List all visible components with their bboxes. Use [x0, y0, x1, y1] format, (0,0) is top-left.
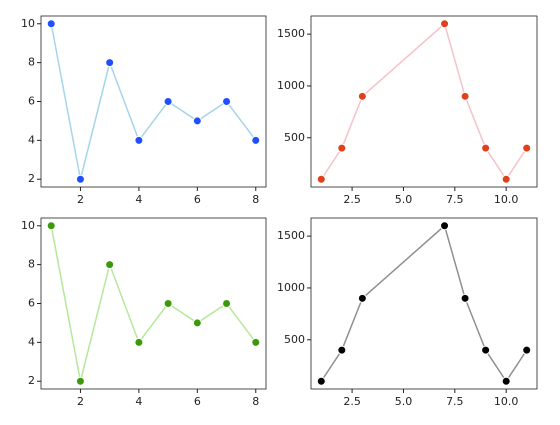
axes-frame — [310, 15, 538, 188]
marker — [105, 260, 115, 270]
marker — [481, 345, 491, 355]
marker — [251, 337, 261, 347]
x-tick-label: 2 — [77, 193, 84, 206]
y-tick-label: 500 — [284, 131, 305, 144]
axes-frame — [40, 15, 267, 188]
marker — [192, 318, 202, 328]
y-tick-label: 500 — [284, 333, 305, 346]
line — [320, 224, 528, 383]
marker — [75, 376, 85, 386]
marker — [501, 376, 511, 386]
line — [50, 225, 257, 382]
marker — [163, 299, 173, 308]
y-tick-label: 4 — [28, 133, 35, 146]
x-tick-label: 6 — [194, 395, 201, 408]
marker — [251, 135, 261, 145]
y-tick-label: 8 — [28, 258, 35, 271]
marker — [46, 221, 56, 231]
x-tick-label: 2.5 — [343, 395, 361, 408]
marker — [163, 97, 173, 106]
y-tick-label: 1500 — [277, 27, 305, 40]
marker — [134, 337, 144, 347]
y-tick-label: 6 — [28, 297, 35, 310]
y-tick-label: 10 — [21, 219, 35, 232]
x-tick-label: 10.0 — [494, 193, 519, 206]
x-tick-label: 7.5 — [446, 193, 464, 206]
x-tick-label: 4 — [135, 193, 142, 206]
y-tick-label: 1000 — [277, 281, 305, 294]
x-tick-label: 4 — [135, 395, 142, 408]
x-tick-label: 5.0 — [395, 193, 413, 206]
marker — [105, 58, 115, 68]
y-tick-label: 4 — [28, 335, 35, 348]
x-tick-label: 2 — [77, 395, 84, 408]
marker — [316, 376, 326, 386]
marker — [337, 345, 347, 355]
x-tick-label: 6 — [194, 193, 201, 206]
marker — [522, 345, 532, 355]
y-tick-label: 10 — [21, 17, 35, 30]
marker — [501, 174, 511, 184]
marker — [460, 91, 470, 101]
marker — [134, 135, 144, 145]
marker — [75, 174, 85, 184]
y-tick-label: 8 — [28, 56, 35, 69]
axes-frame — [40, 217, 267, 390]
marker — [357, 91, 367, 101]
x-tick-label: 5.0 — [395, 395, 413, 408]
y-tick-label: 2 — [28, 374, 35, 387]
x-tick-label: 10.0 — [494, 395, 519, 408]
y-tick-label: 1000 — [277, 79, 305, 92]
marker — [440, 221, 450, 231]
x-tick-label: 2.5 — [343, 193, 361, 206]
marker — [222, 97, 232, 106]
marker — [460, 293, 470, 303]
marker — [192, 116, 202, 126]
y-tick-label: 1500 — [277, 229, 305, 242]
axes-frame — [310, 217, 538, 390]
marker — [46, 19, 56, 29]
marker — [522, 143, 532, 153]
marker — [316, 174, 326, 184]
line — [50, 23, 257, 180]
marker — [481, 143, 491, 153]
marker — [222, 299, 232, 308]
x-tick-label: 7.5 — [446, 395, 464, 408]
line — [320, 22, 528, 181]
y-tick-label: 2 — [28, 172, 35, 185]
marker — [357, 293, 367, 303]
x-tick-label: 8 — [252, 193, 259, 206]
marker — [337, 143, 347, 153]
y-tick-label: 6 — [28, 95, 35, 108]
x-tick-label: 8 — [252, 395, 259, 408]
marker — [440, 19, 450, 29]
